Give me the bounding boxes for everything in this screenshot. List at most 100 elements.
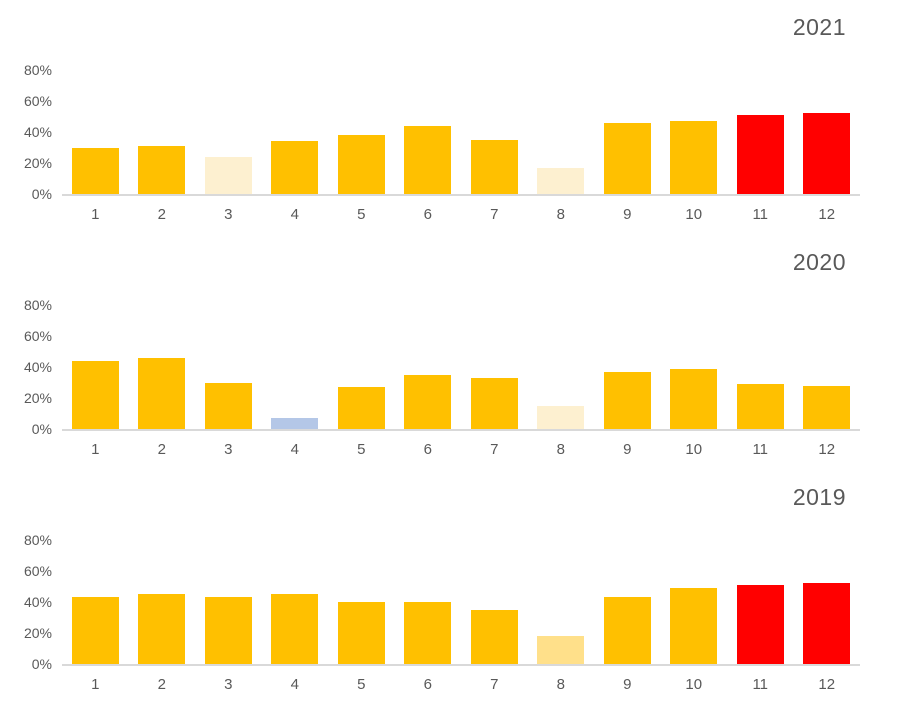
x-axis-tick-label: 10 (685, 676, 703, 693)
bar-2019-month-9 (603, 597, 651, 664)
bar-2020-month-11 (736, 384, 784, 429)
y-axis-tick-label: 80% (23, 297, 52, 313)
bar-2021-month-8 (537, 167, 585, 194)
plot-area-2021: 0% 20% 40% 60% 80% 1 2 3 4 5 6 7 8 9 10 11 12 (24, 63, 860, 223)
x-axis-tick-label: 3 (224, 676, 233, 693)
chart-title-2020: 2020 (792, 249, 846, 275)
x-axis-tick-label: 4 (290, 441, 299, 458)
y-axis-tick-label: 80% (23, 62, 52, 78)
y-axis-tick-label: 0% (31, 421, 52, 437)
bar-2019-month-3 (204, 597, 252, 664)
x-axis-tick-label: 11 (752, 206, 769, 223)
chart-2019: 2019 0% 20% 40% 60% 80% 1 2 3 4 5 6 7 8 9 10 11 12 (0, 470, 900, 705)
chart-title-2021: 2021 (792, 14, 846, 40)
bar-2019-month-1 (71, 597, 119, 664)
y-axis-tick-label: 40% (23, 359, 52, 375)
x-axis-tick-label: 2 (157, 676, 166, 693)
x-axis-tick-label: 9 (623, 206, 632, 223)
bars-row: 1 2 3 4 5 6 7 8 9 10 11 12 (62, 305, 860, 458)
bar-2021-month-7 (470, 139, 518, 194)
y-axis-tick-label: 60% (23, 328, 52, 344)
bar-slot-2020-month-7: 7 (461, 305, 528, 458)
plot-area-2019: 0% 20% 40% 60% 80% 1 2 3 4 5 6 7 8 9 10 11 12 (24, 533, 860, 693)
bar-2020-month-6 (404, 374, 452, 429)
bar-2021-month-5 (337, 135, 385, 194)
y-axis-tick-label: 60% (23, 563, 52, 579)
x-axis-tick-label: 1 (91, 441, 100, 458)
x-axis-tick-label: 5 (357, 441, 366, 458)
bar-slot-2019-month-10: 10 (661, 540, 728, 693)
bar-slot-2021-month-9: 9 (594, 70, 661, 223)
bar-slot-2020-month-10: 10 (661, 305, 728, 458)
bar-slot-2019-month-5: 5 (328, 540, 395, 693)
x-axis-tick-label: 8 (556, 676, 565, 693)
bar-slot-2021-month-2: 2 (129, 70, 196, 223)
bar-2021-month-3 (204, 156, 252, 194)
bar-2021-month-9 (603, 122, 651, 194)
bar-slot-2021-month-5: 5 (328, 70, 395, 223)
bar-slot-2020-month-11: 11 (727, 305, 794, 458)
bar-slot-2019-month-6: 6 (395, 540, 462, 693)
bar-slot-2020-month-3: 3 (195, 305, 262, 458)
plot-area-2020: 0% 20% 40% 60% 80% 1 2 3 4 5 6 7 8 9 10 11 12 (24, 298, 860, 458)
x-axis-tick-label: 6 (423, 206, 432, 223)
bar-slot-2019-month-3: 3 (195, 540, 262, 693)
y-axis-tick-label: 40% (23, 124, 52, 140)
bar-slot-2019-month-7: 7 (461, 540, 528, 693)
bar-2020-month-8 (537, 405, 585, 429)
bars-row: 1 2 3 4 5 6 7 8 9 10 11 12 (62, 70, 860, 223)
bar-slot-2019-month-1: 1 (62, 540, 129, 693)
bar-2021-month-12 (803, 113, 851, 194)
bar-2020-month-10 (670, 368, 718, 429)
x-axis-tick-label: 12 (818, 676, 836, 693)
x-axis-tick-label: 3 (224, 441, 233, 458)
x-axis-tick-label: 11 (752, 441, 769, 458)
y-axis-tick-label: 40% (23, 594, 52, 610)
x-axis-tick-label: 4 (290, 676, 299, 693)
chart-title-2019: 2019 (792, 484, 846, 510)
bar-slot-2021-month-10: 10 (661, 70, 728, 223)
x-axis-tick-label: 5 (357, 206, 366, 223)
x-axis-tick-label: 7 (490, 676, 499, 693)
x-axis-tick-label: 3 (224, 206, 233, 223)
x-axis-tick-label: 12 (818, 206, 836, 223)
bar-2021-month-2 (138, 145, 186, 194)
y-axis-tick-label: 0% (31, 186, 52, 202)
y-axis-tick-label: 0% (31, 656, 52, 672)
x-axis-tick-label: 8 (556, 206, 565, 223)
x-axis-tick-label: 4 (290, 206, 299, 223)
bar-2020-month-12 (803, 385, 851, 429)
bar-2019-month-5 (337, 602, 385, 664)
x-axis-tick-label: 8 (556, 441, 565, 458)
bar-slot-2019-month-2: 2 (129, 540, 196, 693)
bar-2019-month-12 (803, 583, 851, 664)
y-axis-tick-label: 80% (23, 532, 52, 548)
bar-2019-month-8 (537, 636, 585, 664)
bar-2021-month-11 (736, 114, 784, 194)
x-axis-tick-label: 9 (623, 441, 632, 458)
bar-slot-2021-month-7: 7 (461, 70, 528, 223)
bar-2021-month-1 (71, 147, 119, 194)
y-axis-tick-label: 20% (23, 625, 52, 641)
bar-2019-month-2 (138, 594, 186, 664)
bars-row: 1 2 3 4 5 6 7 8 9 10 11 12 (62, 540, 860, 693)
x-axis-tick-label: 9 (623, 676, 632, 693)
bar-2020-month-3 (204, 382, 252, 429)
bar-2020-month-2 (138, 357, 186, 429)
bar-2021-month-6 (404, 125, 452, 194)
x-axis-tick-label: 1 (91, 206, 100, 223)
x-axis-tick-label: 6 (423, 441, 432, 458)
x-axis-tick-label: 2 (157, 206, 166, 223)
bar-slot-2019-month-9: 9 (594, 540, 661, 693)
bar-slot-2019-month-4: 4 (262, 540, 329, 693)
bar-slot-2021-month-6: 6 (395, 70, 462, 223)
y-axis-tick-label: 60% (23, 93, 52, 109)
bar-2019-month-10 (670, 588, 718, 664)
x-axis-tick-label: 12 (818, 441, 836, 458)
bar-slot-2020-month-8: 8 (528, 305, 595, 458)
bar-slot-2020-month-6: 6 (395, 305, 462, 458)
bar-slot-2020-month-1: 1 (62, 305, 129, 458)
bar-2020-month-7 (470, 377, 518, 429)
x-axis-tick-label: 7 (490, 441, 499, 458)
